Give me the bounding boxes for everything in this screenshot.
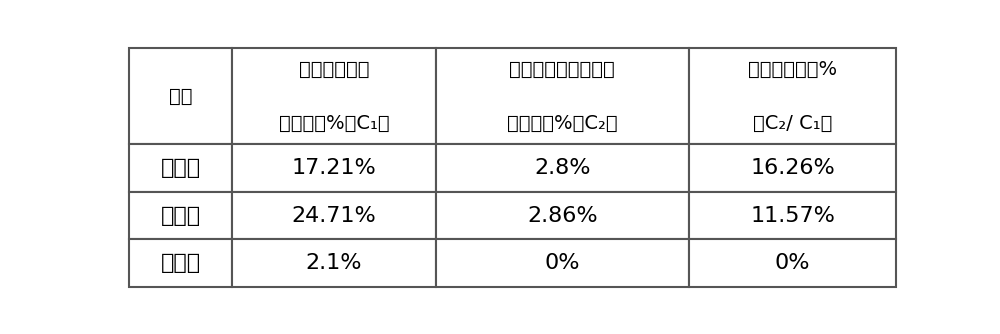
Text: 第二组: 第二组 bbox=[161, 206, 201, 225]
Text: 2.1%: 2.1% bbox=[306, 253, 362, 273]
Text: 的细胞数%（C₁）: 的细胞数%（C₁） bbox=[279, 114, 389, 133]
Bar bbox=[436, 48, 689, 144]
Bar bbox=[689, 48, 896, 144]
Text: 发生碱基突变: 发生碱基突变 bbox=[299, 59, 369, 78]
Bar bbox=[232, 239, 436, 287]
Text: 24.71%: 24.71% bbox=[292, 206, 376, 225]
Bar bbox=[689, 144, 896, 192]
Bar bbox=[129, 144, 232, 192]
Text: （C₂/ C₁）: （C₂/ C₁） bbox=[753, 114, 832, 133]
Bar bbox=[232, 48, 436, 144]
Text: 发生靶位点精确修饰: 发生靶位点精确修饰 bbox=[509, 59, 615, 78]
Text: 2.86%: 2.86% bbox=[527, 206, 598, 225]
Text: 的细胞数%（C₂）: 的细胞数%（C₂） bbox=[507, 114, 618, 133]
Text: 17.21%: 17.21% bbox=[292, 158, 376, 178]
Text: 0%: 0% bbox=[775, 253, 810, 273]
Bar bbox=[689, 192, 896, 239]
Text: 16.26%: 16.26% bbox=[750, 158, 835, 178]
Bar bbox=[129, 239, 232, 287]
Bar bbox=[232, 192, 436, 239]
Text: 第一组: 第一组 bbox=[161, 158, 201, 178]
Bar bbox=[232, 144, 436, 192]
Bar bbox=[129, 48, 232, 144]
Text: 2.8%: 2.8% bbox=[534, 158, 591, 178]
Text: 11.57%: 11.57% bbox=[750, 206, 835, 225]
Text: 精确修饰效率%: 精确修饰效率% bbox=[748, 59, 837, 78]
Bar bbox=[689, 239, 896, 287]
Bar bbox=[436, 192, 689, 239]
Text: 第三组: 第三组 bbox=[161, 253, 201, 273]
Bar bbox=[436, 239, 689, 287]
Bar bbox=[436, 144, 689, 192]
Text: 0%: 0% bbox=[545, 253, 580, 273]
Text: 组别: 组别 bbox=[169, 87, 192, 106]
Bar bbox=[129, 192, 232, 239]
